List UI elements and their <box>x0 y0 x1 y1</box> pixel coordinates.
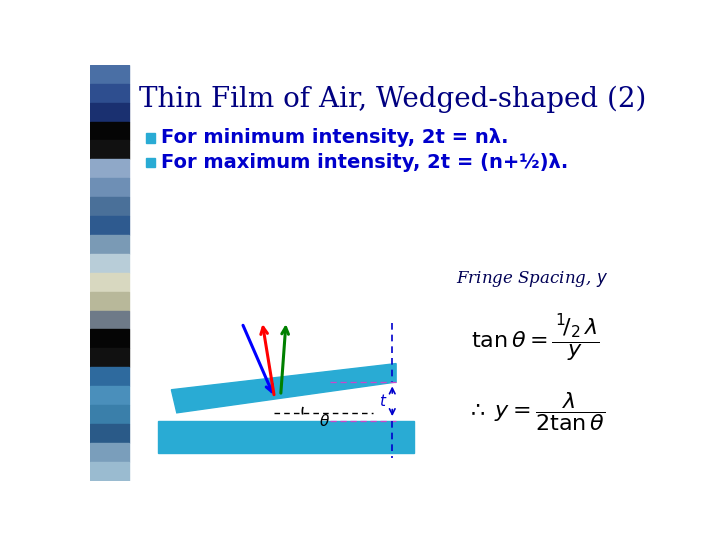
Bar <box>90 254 129 273</box>
Bar <box>90 424 129 443</box>
Bar <box>145 158 155 167</box>
Bar <box>90 443 129 462</box>
Text: For maximum intensity, 2t = (n+½)λ.: For maximum intensity, 2t = (n+½)λ. <box>161 153 568 172</box>
Text: $\tan\theta = \dfrac{\,^{1}\!/_{2}\,\lambda}{y}$: $\tan\theta = \dfrac{\,^{1}\!/_{2}\,\lam… <box>472 312 600 364</box>
Bar <box>158 421 414 453</box>
Text: For minimum intensity, 2t = nλ.: For minimum intensity, 2t = nλ. <box>161 129 508 147</box>
Bar <box>145 133 155 143</box>
Bar <box>90 65 129 84</box>
Bar <box>90 329 129 348</box>
Bar <box>90 122 129 140</box>
Bar <box>90 197 129 216</box>
Bar <box>90 273 129 292</box>
Bar <box>90 405 129 424</box>
Bar <box>90 292 129 310</box>
Bar <box>90 235 129 254</box>
Bar <box>90 140 129 159</box>
Text: $\theta$: $\theta$ <box>319 413 330 429</box>
Bar <box>90 159 129 178</box>
Text: Fringe Spacing, $y$: Fringe Spacing, $y$ <box>456 269 608 289</box>
Bar <box>90 84 129 103</box>
Text: $t$: $t$ <box>379 393 388 409</box>
Bar <box>90 348 129 367</box>
Text: $\therefore\; y = \dfrac{\lambda}{2\tan\theta}$: $\therefore\; y = \dfrac{\lambda}{2\tan\… <box>466 390 606 433</box>
Bar <box>90 462 129 481</box>
Bar <box>90 178 129 197</box>
Bar <box>90 386 129 405</box>
Text: Thin Film of Air, Wedged-shaped (2): Thin Film of Air, Wedged-shaped (2) <box>138 86 646 113</box>
Polygon shape <box>171 363 396 413</box>
Bar <box>90 103 129 122</box>
Bar <box>90 367 129 386</box>
Bar <box>90 216 129 235</box>
Bar <box>90 310 129 329</box>
